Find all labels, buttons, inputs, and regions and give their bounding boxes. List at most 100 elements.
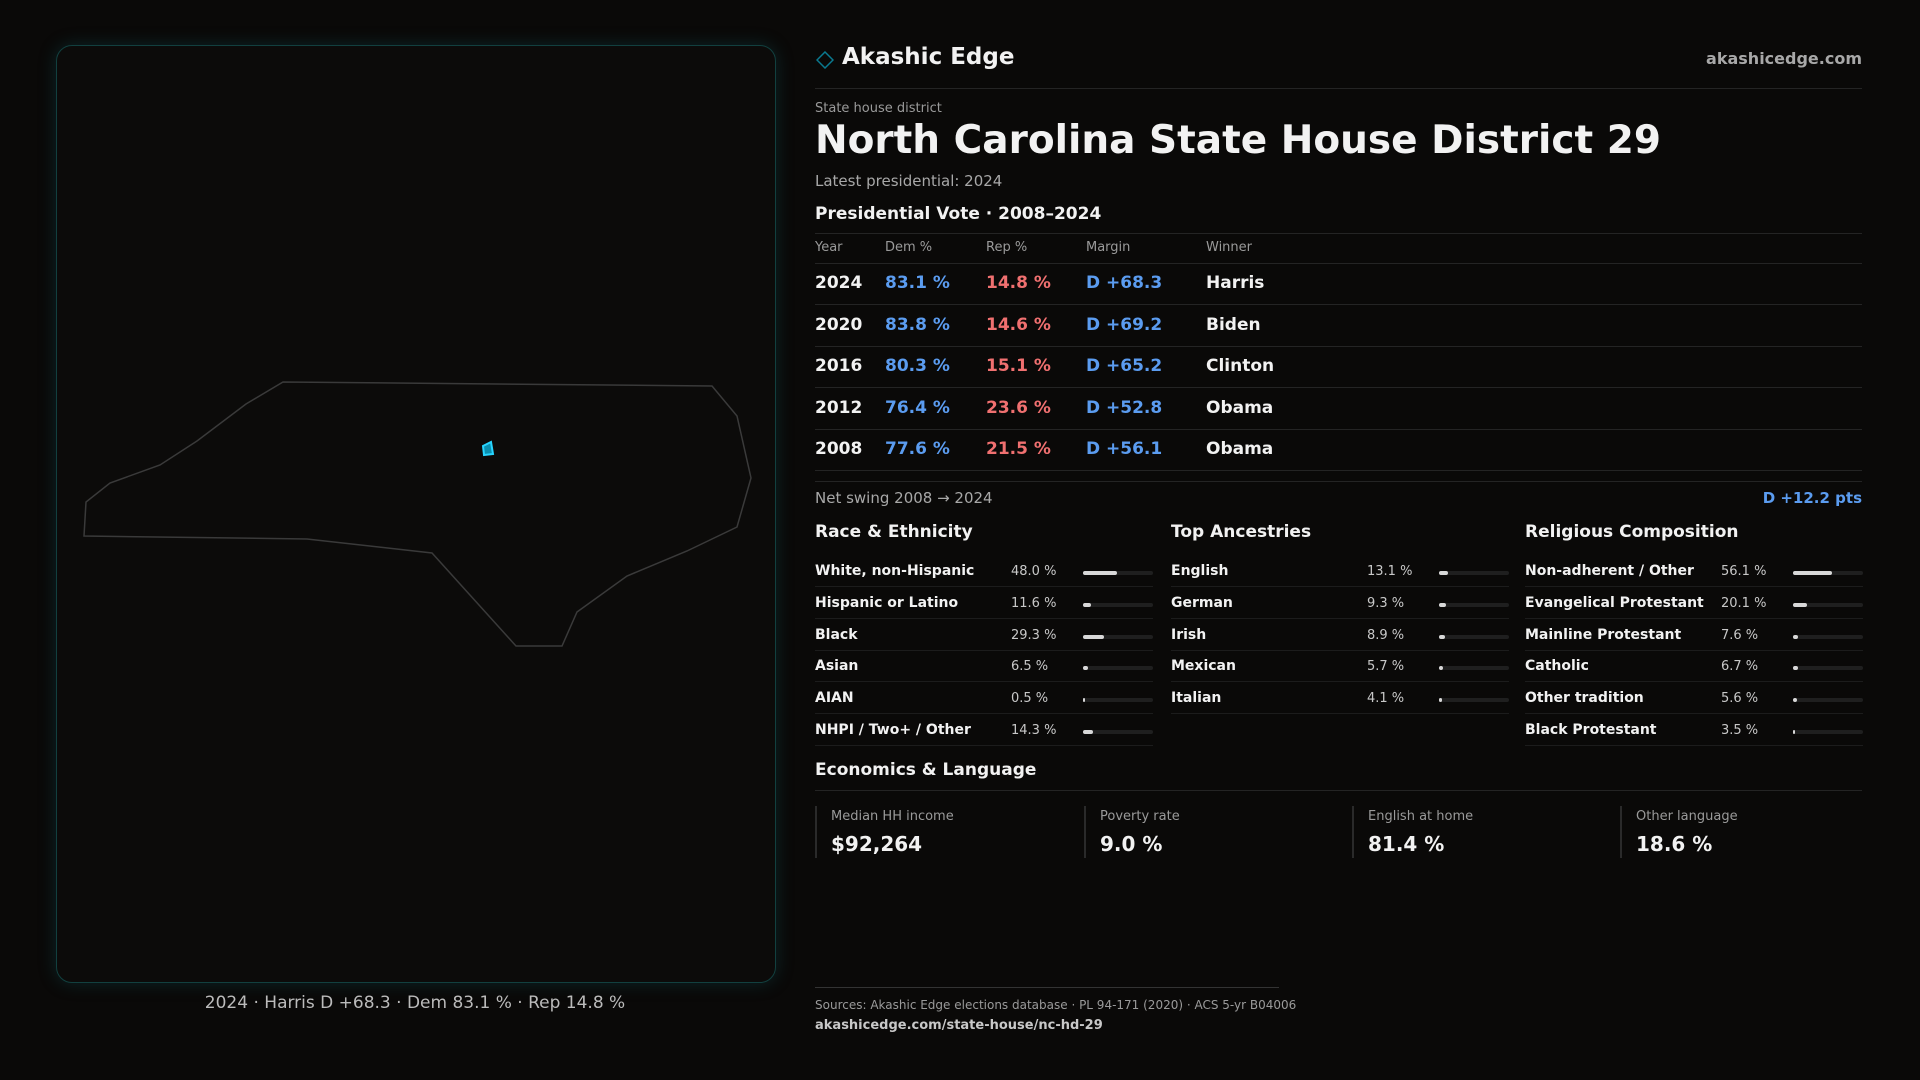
cell: 2024 — [815, 273, 863, 293]
column-header: Dem % — [885, 240, 933, 255]
bar-track — [1083, 730, 1153, 734]
cell: 2008 — [815, 439, 863, 460]
cell: D +56.1 — [1086, 439, 1163, 460]
row-value: 56.1 % — [1721, 564, 1767, 579]
divider — [815, 481, 1862, 482]
cell: 2012 — [815, 397, 863, 418]
bar-track — [1439, 634, 1509, 639]
bar — [1793, 571, 1833, 575]
page-title: North Carolina State House District 29 — [815, 118, 1661, 163]
bar — [1439, 571, 1449, 575]
row-value: 11.6 % — [1011, 595, 1057, 611]
district-marker — [481, 440, 495, 457]
bar — [1793, 666, 1798, 671]
bar — [1439, 666, 1443, 671]
card-edge — [815, 806, 817, 858]
site-link[interactable]: akashicedge.com — [1706, 49, 1862, 68]
map-caption: 2024 · Harris D +68.3 · Dem 83.1 % · Rep… — [204, 993, 626, 1013]
cell: Clinton — [1206, 356, 1275, 377]
row-name: Hispanic or Latino — [815, 594, 959, 611]
page-url[interactable]: akashicedge.com/state-house/nc-hd-29 — [815, 1018, 1103, 1033]
divider — [1171, 617, 1509, 619]
bar-track — [1439, 666, 1509, 671]
divider — [1171, 713, 1509, 715]
row-value: 3.5 % — [1721, 723, 1759, 738]
column-header: Margin — [1086, 240, 1131, 255]
cell: 80.3 % — [885, 356, 950, 377]
row-name: AIAN — [815, 690, 854, 707]
divider — [815, 713, 1153, 715]
divider — [815, 387, 1862, 389]
row-name: Mainline Protestant — [1525, 626, 1682, 643]
divider — [815, 745, 1153, 746]
bar-track — [1083, 698, 1153, 703]
row-name: Italian — [1171, 690, 1222, 707]
econ-title: Economics & Language — [815, 760, 1037, 780]
row-value: 20.1 % — [1721, 595, 1767, 611]
bar-track — [1793, 634, 1863, 639]
divider — [815, 681, 1153, 683]
bar — [1083, 571, 1117, 575]
cell: 83.8 % — [885, 314, 950, 335]
map — [83, 381, 752, 647]
swing-value: D +12.2 pts — [1762, 489, 1862, 507]
sources: Sources: Akashic Edge elections database… — [815, 998, 1297, 1012]
row-value: 4.1 % — [1367, 691, 1405, 707]
card-value: 81.4 % — [1368, 832, 1445, 856]
column-header: Winner — [1206, 240, 1253, 255]
row-value: 7.6 % — [1721, 627, 1759, 643]
divider — [1525, 745, 1863, 746]
brand: Akashic Edge — [842, 44, 1015, 70]
divider — [815, 617, 1153, 619]
cell: 23.6 % — [986, 397, 1051, 418]
bar — [1793, 730, 1796, 734]
divider — [1525, 681, 1863, 683]
cell: D +65.2 — [1086, 356, 1163, 377]
cell: Harris — [1206, 273, 1265, 293]
cell: 14.6 % — [986, 314, 1051, 335]
cell: Obama — [1206, 397, 1274, 418]
bar — [1793, 602, 1808, 607]
card-value: 18.6 % — [1636, 832, 1713, 856]
row-name: White, non-Hispanic — [815, 563, 975, 579]
divider — [815, 470, 1862, 472]
divider — [815, 304, 1862, 305]
row-name: Black Protestant — [1525, 722, 1657, 738]
kicker: State house district — [815, 101, 942, 116]
divider — [1525, 586, 1863, 587]
bar — [1083, 602, 1092, 607]
swing-label: Net swing 2008 → 2024 — [815, 489, 993, 507]
bar-track — [1439, 698, 1509, 703]
cell: D +52.8 — [1086, 397, 1163, 418]
divider — [1171, 649, 1509, 651]
row-name: Catholic — [1525, 658, 1589, 675]
card-value: 9.0 % — [1100, 832, 1163, 856]
row-value: 6.5 % — [1011, 659, 1049, 675]
bar — [1439, 698, 1442, 703]
bar-track — [1439, 571, 1509, 575]
card-label: Poverty rate — [1100, 809, 1180, 824]
divider — [815, 649, 1153, 651]
divider — [815, 586, 1153, 587]
row-name: English — [1171, 563, 1229, 579]
row-name: Mexican — [1171, 658, 1236, 675]
column-header: Year — [815, 240, 843, 255]
row-name: NHPI / Two+ / Other — [815, 722, 971, 738]
panel-title: Religious Composition — [1525, 522, 1739, 542]
bar-track — [1439, 602, 1509, 607]
cell: Obama — [1206, 439, 1274, 460]
cell: D +69.2 — [1086, 314, 1163, 335]
card-label: Median HH income — [831, 809, 954, 824]
row-name: Asian — [815, 658, 859, 675]
row-value: 6.7 % — [1721, 659, 1759, 675]
divider — [1171, 681, 1509, 683]
bar — [1439, 602, 1446, 607]
divider — [1525, 649, 1863, 651]
row-name: German — [1171, 594, 1233, 611]
cell: 83.1 % — [885, 273, 950, 293]
bar-track — [1083, 602, 1153, 607]
row-value: 29.3 % — [1011, 627, 1057, 643]
card-edge — [1620, 806, 1622, 858]
map-panel — [56, 45, 776, 983]
